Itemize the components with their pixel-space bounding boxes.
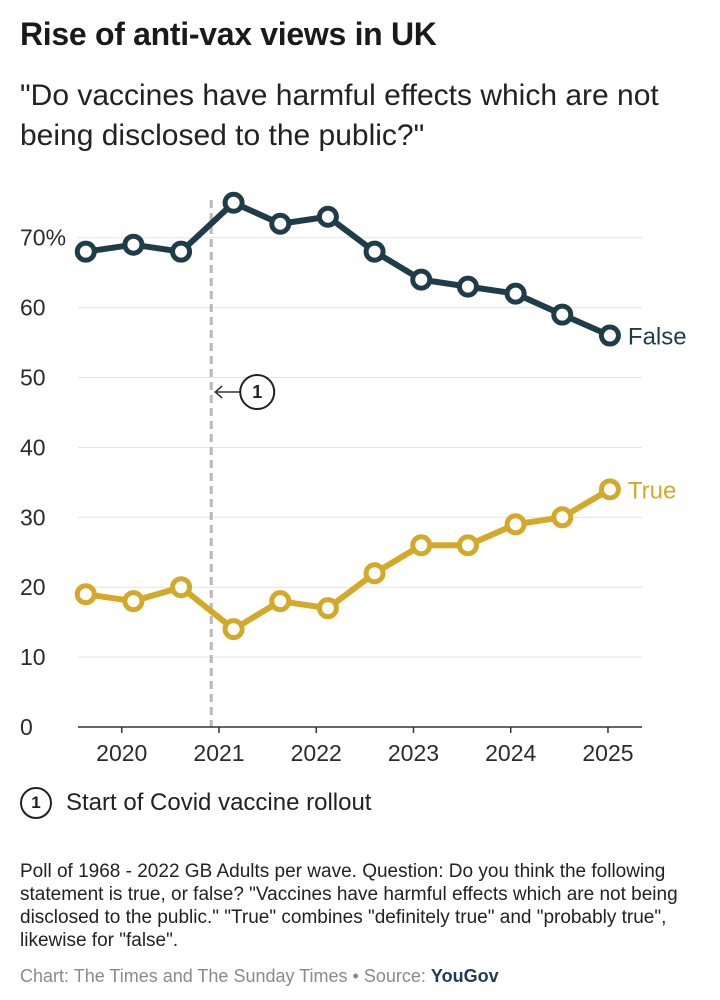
true-series-line <box>82 486 613 633</box>
true-data-point <box>551 506 574 529</box>
y-tick-label: 30 <box>20 504 46 530</box>
annotation-number-badge: 1 <box>20 787 52 819</box>
x-tick-label: 2021 <box>193 740 244 766</box>
false-data-point <box>410 268 433 291</box>
true-data-point <box>316 597 339 620</box>
true-data-point <box>269 590 292 613</box>
annotation-arrowhead <box>214 385 223 399</box>
annotation-legend-text: Start of Covid vaccine rollout <box>66 789 372 816</box>
false-data-point <box>551 303 574 326</box>
true-data-point <box>456 534 479 557</box>
y-tick-label: 70% <box>20 225 66 251</box>
y-tick-label: 0 <box>20 714 33 740</box>
true-data-point <box>74 583 97 606</box>
true-data-point <box>504 513 527 536</box>
annotation-legend: 1 Start of Covid vaccine rollout <box>20 784 371 822</box>
true-data-point <box>122 590 145 613</box>
false-data-point <box>74 240 97 263</box>
false-data-point <box>598 324 621 347</box>
y-tick-label: 50 <box>20 365 46 391</box>
true-data-point <box>410 534 433 557</box>
true-series-label: True <box>628 477 676 504</box>
true-data-point <box>170 576 193 599</box>
credit-source-name: YouGov <box>430 966 499 986</box>
false-data-point <box>316 205 339 228</box>
methodology-note: Poll of 1968 - 2022 GB Adults per wave. … <box>20 861 678 951</box>
annotation-number-circle <box>239 374 276 410</box>
chart-credit: Chart: The Times and The Sunday Times • … <box>20 966 499 987</box>
annotation-number: 1 <box>252 382 262 402</box>
true-data-point <box>598 478 621 501</box>
y-tick-label: 10 <box>20 644 46 670</box>
true-data-point <box>363 562 386 585</box>
x-tick-label: 2024 <box>485 740 536 766</box>
false-data-point <box>170 240 193 263</box>
annotation-layer: 1 <box>209 200 276 727</box>
false-data-point <box>504 282 527 305</box>
axes: 0 10 20 30 40 50 60 70% 2020 2021 2022 2023 2024 2025 <box>20 225 642 766</box>
false-data-point <box>456 275 479 298</box>
true-data-point <box>222 618 245 641</box>
x-tick-label: 2025 <box>582 740 633 766</box>
credit-separator: • <box>352 966 359 986</box>
y-tick-label: 60 <box>20 295 46 321</box>
chart-subtitle: "Do vaccines have harmful effects which … <box>20 79 659 152</box>
x-tick-label: 2022 <box>291 740 342 766</box>
y-tick-label: 40 <box>20 434 46 460</box>
series-layer: False True <box>74 191 687 641</box>
false-data-point <box>269 212 292 235</box>
credit-source-label: Source: <box>363 966 426 986</box>
x-tick-label: 2023 <box>388 740 439 766</box>
false-series-label: False <box>628 324 687 351</box>
false-series-line <box>82 199 613 339</box>
chart-title: Rise of anti-vax views in UK <box>20 16 437 52</box>
false-data-point <box>222 191 245 214</box>
false-data-point <box>363 240 386 263</box>
false-data-point <box>122 233 145 256</box>
x-tick-label: 2020 <box>96 740 147 766</box>
y-tick-label: 20 <box>20 574 46 600</box>
credit-chart: Chart: The Times and The Sunday Times <box>20 966 348 986</box>
